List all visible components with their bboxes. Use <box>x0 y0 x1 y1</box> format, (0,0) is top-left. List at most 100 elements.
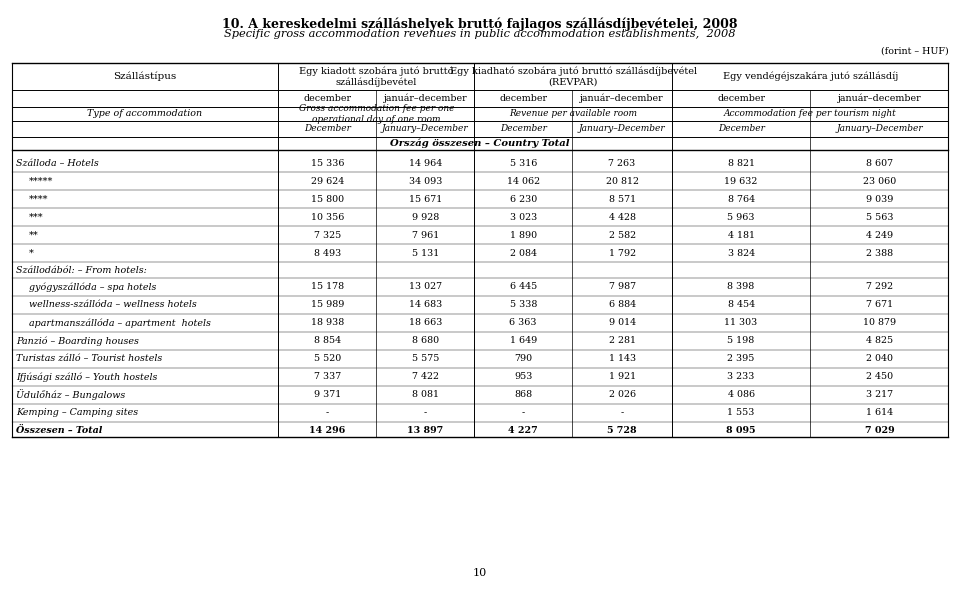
Text: 14 296: 14 296 <box>309 426 346 435</box>
Text: Specific gross accommodation revenues in public accommodation establishments,  2: Specific gross accommodation revenues in… <box>225 29 735 39</box>
Text: 1 649: 1 649 <box>510 336 537 345</box>
Text: 4 086: 4 086 <box>728 391 755 399</box>
Text: 8 854: 8 854 <box>314 336 341 345</box>
Text: 15 671: 15 671 <box>409 195 442 204</box>
Text: 14 964: 14 964 <box>409 159 442 168</box>
Text: **: ** <box>29 231 38 240</box>
Text: 2 582: 2 582 <box>609 231 636 240</box>
Text: 2 084: 2 084 <box>510 249 537 257</box>
Text: December: December <box>304 124 350 133</box>
Text: 10. A kereskedelmi szálláshelyek bruttó fajlagos szállásdíjbevételei, 2008: 10. A kereskedelmi szálláshelyek bruttó … <box>223 18 737 31</box>
Text: 3 023: 3 023 <box>510 213 537 221</box>
Text: 2 395: 2 395 <box>728 355 755 363</box>
Text: 2 450: 2 450 <box>866 372 893 381</box>
Text: 7 671: 7 671 <box>866 300 893 309</box>
Text: 18 938: 18 938 <box>311 319 344 327</box>
Text: 15 989: 15 989 <box>311 300 344 309</box>
Text: 8 398: 8 398 <box>728 283 755 292</box>
Text: 14 683: 14 683 <box>409 300 442 309</box>
Text: Type of accommodation: Type of accommodation <box>87 110 203 118</box>
Text: 11 303: 11 303 <box>725 319 757 327</box>
Text: 10: 10 <box>473 568 487 577</box>
Text: 1 921: 1 921 <box>609 372 636 381</box>
Text: *: * <box>29 249 34 257</box>
Text: 13 897: 13 897 <box>407 426 444 435</box>
Text: 5 563: 5 563 <box>866 213 893 221</box>
Text: Panzió – Boarding houses: Panzió – Boarding houses <box>16 336 139 346</box>
Text: 9 014: 9 014 <box>609 319 636 327</box>
Text: Szállástípus: Szállástípus <box>113 71 177 81</box>
Text: 3 233: 3 233 <box>728 372 755 381</box>
Text: (forint – HUF): (forint – HUF) <box>880 47 948 56</box>
Text: Kemping – Camping sites: Kemping – Camping sites <box>16 408 138 417</box>
Text: 8 680: 8 680 <box>412 336 439 345</box>
Text: 7 961: 7 961 <box>412 231 439 240</box>
Text: 953: 953 <box>514 372 533 381</box>
Text: 6 445: 6 445 <box>510 283 537 292</box>
Text: -: - <box>423 408 427 417</box>
Text: 2 040: 2 040 <box>866 355 893 363</box>
Text: 18 663: 18 663 <box>409 319 442 327</box>
Text: 7 987: 7 987 <box>609 283 636 292</box>
Text: 790: 790 <box>515 355 532 363</box>
Text: *****: ***** <box>29 177 53 186</box>
Text: 6 230: 6 230 <box>510 195 537 204</box>
Text: gyógyszállóda – spa hotels: gyógyszállóda – spa hotels <box>29 282 156 292</box>
Text: 7 029: 7 029 <box>865 426 894 435</box>
Text: december: december <box>303 94 351 103</box>
Text: 4 249: 4 249 <box>866 231 893 240</box>
Text: 8 821: 8 821 <box>728 159 755 168</box>
Text: 5 520: 5 520 <box>314 355 341 363</box>
Text: 8 081: 8 081 <box>412 391 439 399</box>
Text: 9 371: 9 371 <box>314 391 341 399</box>
Text: 7 292: 7 292 <box>866 283 893 292</box>
Text: Ifjúsági szálló – Youth hostels: Ifjúsági szálló – Youth hostels <box>16 372 157 382</box>
Text: 6 363: 6 363 <box>510 319 537 327</box>
Text: -: - <box>521 408 525 417</box>
Text: 8 454: 8 454 <box>728 300 755 309</box>
Text: 8 571: 8 571 <box>609 195 636 204</box>
Text: 8 764: 8 764 <box>728 195 755 204</box>
Text: 2 026: 2 026 <box>609 391 636 399</box>
Text: 5 131: 5 131 <box>412 249 439 257</box>
Text: Egy vendégéjszakára jutó szállásdíj: Egy vendégéjszakára jutó szállásdíj <box>723 71 898 81</box>
Text: január–december: január–december <box>580 94 664 103</box>
Text: 4 227: 4 227 <box>509 426 538 435</box>
Text: Gross accommodation fee per one
operational day of one room: Gross accommodation fee per one operatio… <box>299 104 454 124</box>
Text: 10 879: 10 879 <box>863 319 896 327</box>
Text: January–December: January–December <box>382 124 468 133</box>
Text: -: - <box>325 408 329 417</box>
Text: január–december: január–december <box>837 94 922 103</box>
Text: Accommodation fee per tourism night: Accommodation fee per tourism night <box>724 110 897 118</box>
Text: ****: **** <box>29 195 48 204</box>
Text: 5 316: 5 316 <box>510 159 537 168</box>
Text: Revenue per available room: Revenue per available room <box>509 110 637 118</box>
Text: January–December: January–December <box>579 124 665 133</box>
Text: wellness-szállóda – wellness hotels: wellness-szállóda – wellness hotels <box>29 300 197 309</box>
Text: 3 824: 3 824 <box>728 249 755 257</box>
Text: 5 338: 5 338 <box>510 300 537 309</box>
Text: 23 060: 23 060 <box>863 177 896 186</box>
Text: 29 624: 29 624 <box>311 177 344 186</box>
Text: december: december <box>717 94 765 103</box>
Text: 5 963: 5 963 <box>728 213 755 221</box>
Text: 1 143: 1 143 <box>609 355 636 363</box>
Text: 5 198: 5 198 <box>728 336 755 345</box>
Text: 7 337: 7 337 <box>314 372 341 381</box>
Text: 9 928: 9 928 <box>412 213 439 221</box>
Text: December: December <box>718 124 764 133</box>
Text: 7 263: 7 263 <box>609 159 636 168</box>
Text: 4 825: 4 825 <box>866 336 893 345</box>
Text: 5 575: 5 575 <box>412 355 439 363</box>
Text: -: - <box>620 408 624 417</box>
Text: Ország összesen – Country Total: Ország összesen – Country Total <box>391 138 569 148</box>
Text: apartmanszállóda – apartment  hotels: apartmanszállóda – apartment hotels <box>29 318 210 327</box>
Text: Összesen – Total: Összesen – Total <box>16 426 103 435</box>
Text: 1 553: 1 553 <box>728 408 755 417</box>
Text: január–december: január–december <box>383 94 468 103</box>
Text: 1 614: 1 614 <box>866 408 893 417</box>
Text: 20 812: 20 812 <box>606 177 638 186</box>
Text: December: December <box>500 124 546 133</box>
Text: 10 356: 10 356 <box>311 213 344 221</box>
Text: 2 281: 2 281 <box>609 336 636 345</box>
